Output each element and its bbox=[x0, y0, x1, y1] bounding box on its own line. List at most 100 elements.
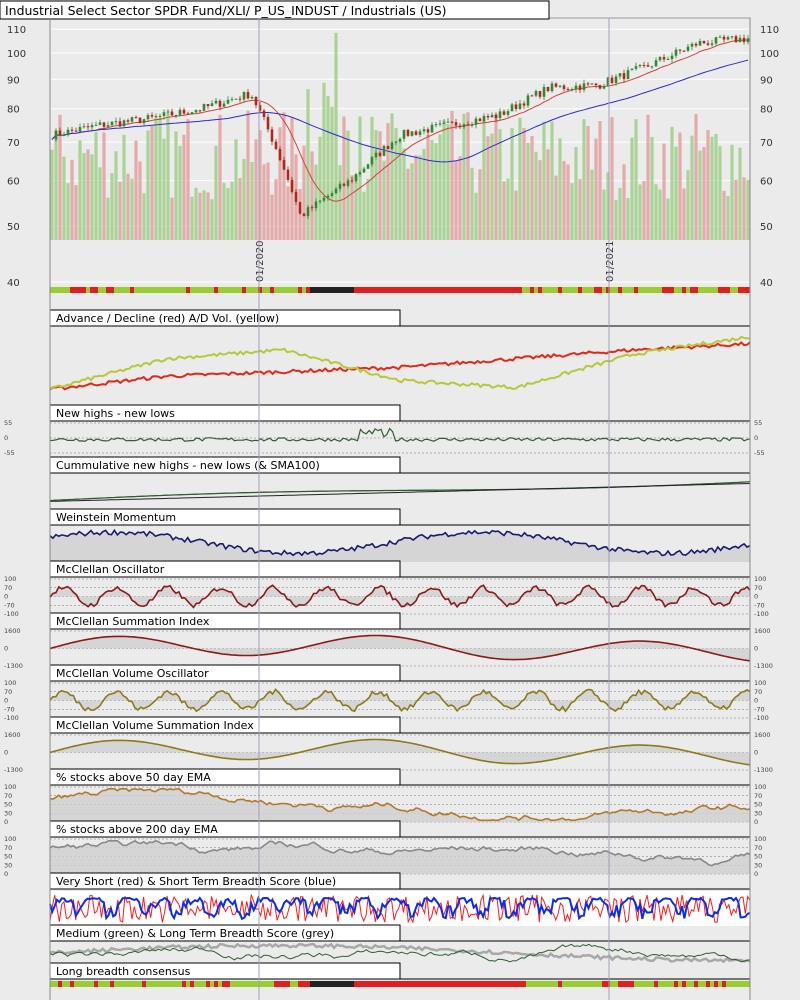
candle-body bbox=[706, 43, 710, 45]
candle-body bbox=[426, 129, 430, 133]
volume-bar bbox=[138, 161, 142, 240]
strip-segment bbox=[486, 287, 490, 293]
candle-body bbox=[326, 195, 330, 198]
strip-segment bbox=[734, 981, 738, 987]
strip-segment bbox=[486, 981, 490, 987]
volume-bar bbox=[110, 173, 114, 240]
panel-tick-right: 0 bbox=[754, 818, 758, 826]
volume-bar bbox=[222, 182, 226, 240]
volume-bar bbox=[714, 133, 718, 240]
candle-body bbox=[222, 103, 226, 107]
volume-bar bbox=[174, 131, 178, 240]
strip-segment bbox=[574, 287, 578, 293]
candle-body bbox=[134, 117, 138, 119]
panel-tick-right: 30 bbox=[754, 809, 762, 817]
candle-body bbox=[502, 111, 506, 115]
volume-bar bbox=[318, 136, 322, 240]
strip-segment bbox=[242, 981, 246, 987]
candle-body bbox=[314, 201, 318, 209]
strip-segment bbox=[650, 981, 654, 987]
panel-tick-right: 100 bbox=[754, 835, 766, 843]
panel-tick-left: 50 bbox=[4, 801, 12, 809]
strip-segment bbox=[214, 287, 218, 293]
strip-segment bbox=[362, 981, 366, 987]
short-score-line bbox=[49, 895, 751, 921]
strip-segment bbox=[58, 981, 62, 987]
volume-bar bbox=[410, 163, 414, 240]
strip-segment bbox=[294, 287, 298, 293]
candle-body bbox=[146, 115, 150, 120]
strip-segment bbox=[110, 981, 114, 987]
candle-body bbox=[618, 73, 622, 77]
candle-body bbox=[622, 73, 626, 80]
strip-segment bbox=[74, 981, 78, 987]
strip-segment bbox=[282, 287, 286, 293]
strip-segment bbox=[110, 287, 114, 293]
volume-bar bbox=[738, 147, 742, 240]
strip-segment bbox=[566, 981, 570, 987]
strip-segment bbox=[718, 981, 722, 987]
candle-body bbox=[746, 38, 750, 42]
panel-tick-right: -70 bbox=[754, 705, 765, 713]
panel-tick-right: 1600 bbox=[754, 731, 771, 739]
strip-segment bbox=[666, 981, 670, 987]
volume-bar bbox=[334, 32, 338, 240]
strip-segment bbox=[630, 981, 634, 987]
volume-bar bbox=[486, 136, 490, 240]
candle-body bbox=[422, 129, 426, 132]
strip-segment bbox=[450, 981, 454, 987]
panel-title: % stocks above 200 day EMA bbox=[56, 823, 218, 836]
strip-segment bbox=[346, 981, 350, 987]
strip-segment bbox=[442, 287, 446, 293]
date-label-2021: 01/2021 bbox=[605, 240, 616, 282]
volume-bar bbox=[50, 149, 54, 240]
strip-segment bbox=[318, 981, 322, 987]
strip-segment bbox=[306, 981, 310, 987]
candle-body bbox=[302, 213, 306, 217]
strip-segment bbox=[286, 287, 290, 293]
panel-title: Long breadth consensus bbox=[56, 965, 191, 978]
strip-segment bbox=[66, 287, 70, 293]
strip-segment bbox=[706, 287, 710, 293]
candle-body bbox=[66, 129, 70, 136]
volume-bar bbox=[682, 188, 686, 240]
volume-bar bbox=[54, 130, 58, 240]
strip-segment bbox=[90, 981, 94, 987]
candle-body bbox=[114, 121, 118, 123]
strip-segment bbox=[426, 981, 430, 987]
candle-body bbox=[178, 109, 182, 115]
panel-tick-left: 100 bbox=[4, 575, 16, 583]
strip-segment bbox=[418, 981, 422, 987]
volume-bar bbox=[586, 126, 590, 240]
header-title: Industrial Select Sector SPDR Fund/XLI/ … bbox=[5, 3, 447, 18]
long-score-line bbox=[49, 942, 751, 964]
candle-body bbox=[654, 60, 658, 67]
panel-tick-left: -1300 bbox=[4, 662, 23, 670]
strip-segment bbox=[554, 981, 558, 987]
strip-segment bbox=[466, 981, 470, 987]
panel-tick-right: 70 bbox=[754, 688, 762, 696]
strip-segment bbox=[518, 287, 522, 293]
volume-bar bbox=[574, 146, 578, 240]
candle-body bbox=[614, 76, 618, 83]
strip-segment bbox=[422, 287, 426, 293]
strip-segment bbox=[210, 981, 214, 987]
candle-body bbox=[310, 207, 314, 209]
candle-body bbox=[242, 92, 246, 100]
panel-area bbox=[50, 739, 750, 765]
strip-segment bbox=[258, 287, 262, 293]
ad-volume-line bbox=[49, 335, 750, 391]
candle-body bbox=[554, 83, 558, 87]
strip-segment bbox=[326, 287, 330, 293]
strip-segment bbox=[558, 287, 562, 293]
panel-tick-right: 55 bbox=[754, 419, 762, 427]
volume-bar bbox=[658, 189, 662, 240]
strip-segment bbox=[258, 981, 262, 987]
volume-bar bbox=[654, 184, 658, 240]
candle-body bbox=[370, 157, 374, 165]
strip-segment bbox=[142, 981, 146, 987]
candle-body bbox=[98, 122, 102, 125]
volume-bar bbox=[250, 161, 254, 240]
y-tick-left: 90 bbox=[7, 75, 20, 86]
strip-segment bbox=[378, 981, 382, 987]
